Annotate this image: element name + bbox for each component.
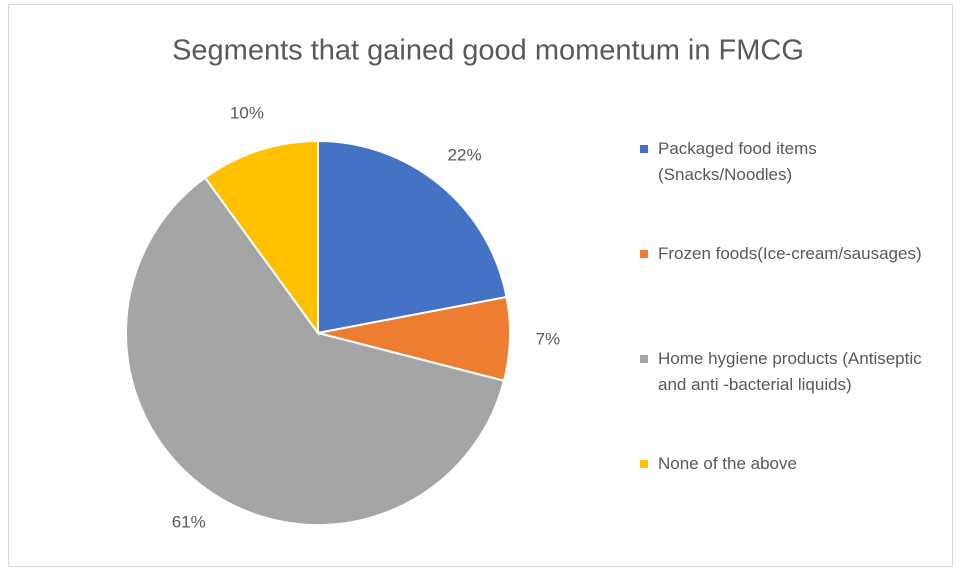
data-label: 22%	[448, 145, 482, 164]
legend-swatch	[640, 250, 648, 258]
legend-item: None of the above	[640, 451, 940, 477]
legend-item: Frozen foods(Ice-cream/sausages)	[640, 241, 940, 267]
pie-slice	[125, 176, 506, 526]
legend-swatch	[640, 355, 648, 363]
legend-swatch	[640, 460, 648, 468]
legend-item: Packaged food items (Snacks/Noodles)	[640, 136, 940, 188]
data-label: 61%	[172, 513, 206, 532]
pie-slice	[203, 139, 319, 337]
legend-label: None of the above	[658, 454, 797, 473]
data-label: 10%	[230, 104, 264, 123]
legend-label: Frozen foods(Ice-cream/sausages)	[658, 244, 922, 263]
chart-title: Segments that gained good momentum in FM…	[172, 35, 804, 67]
legend-label: Home hygiene products (Antiseptic and an…	[658, 349, 922, 394]
legend-item: Home hygiene products (Antiseptic and an…	[640, 346, 940, 398]
data-label: 7%	[536, 330, 561, 349]
chart-frame	[8, 4, 953, 567]
legend-swatch	[640, 145, 648, 153]
pie-slice	[317, 139, 508, 335]
legend-label: Packaged food items (Snacks/Noodles)	[658, 139, 817, 184]
